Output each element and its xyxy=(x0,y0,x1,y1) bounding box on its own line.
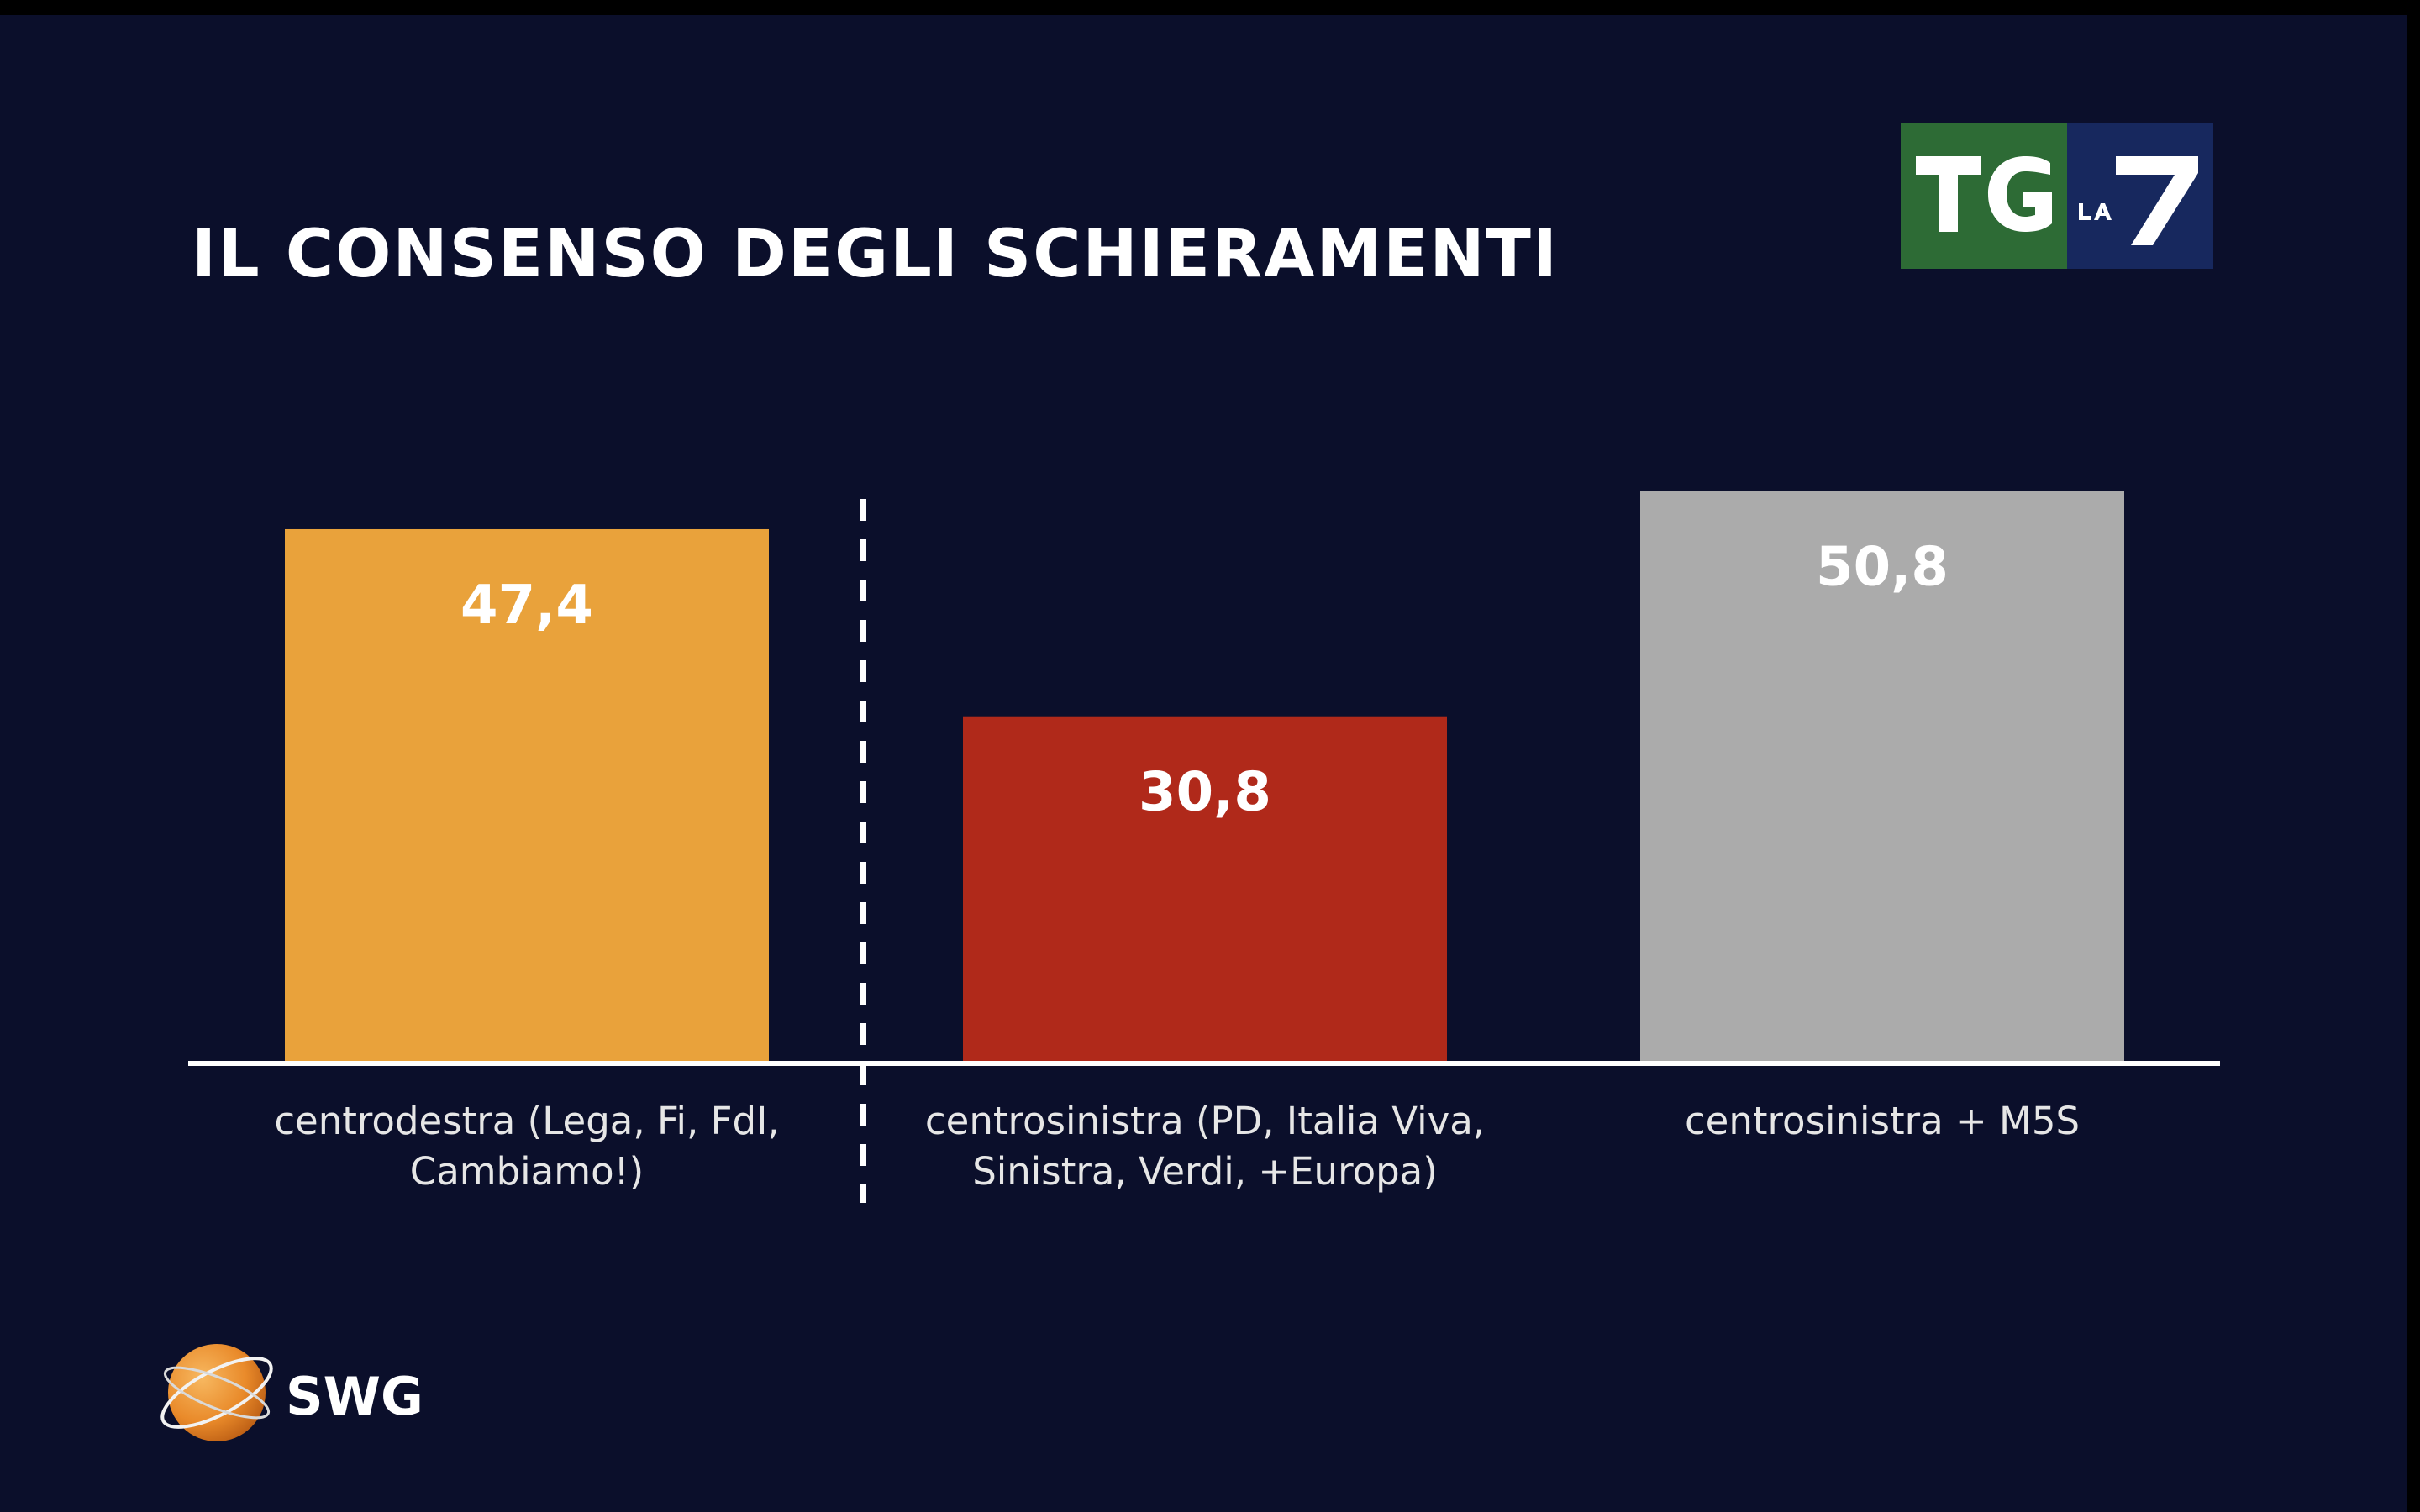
category-labels-layer: centrodestra (Lega, Fi, FdI, Cambiamo!) ce… xyxy=(274,1099,2080,1194)
bars-layer xyxy=(285,491,2124,1063)
chart-title: IL CONSENSO DEGLI SCHIERAMENTI xyxy=(192,217,1559,292)
bar-value-label-1: 47,4 xyxy=(460,575,593,637)
bar-1 xyxy=(285,528,769,1063)
value-labels-layer: 47,4 30,8 50,8 xyxy=(460,536,1949,823)
category-label-1-line-2: Cambiamo!) xyxy=(410,1149,644,1194)
bar-2 xyxy=(963,716,1447,1063)
category-label-2-line-2: Sinistra, Verdi, +Europa) xyxy=(972,1149,1438,1194)
swg-logo: SWG xyxy=(160,1332,437,1450)
category-label-3-line-1: centrosinistra + M5S xyxy=(1685,1099,2080,1143)
bar-value-label-3: 50,8 xyxy=(1816,536,1949,598)
category-label-2-line-1: centrosinistra (PD, Italia Viva, xyxy=(925,1099,1485,1143)
bar-value-label-2: 30,8 xyxy=(1139,762,1271,824)
swg-logo-text: SWG xyxy=(286,1366,424,1427)
category-label-1-line-1: centrodestra (Lega, Fi, FdI, xyxy=(274,1099,779,1143)
tg-la7-logo xyxy=(1901,123,2213,269)
swg-globe-icon: SWG xyxy=(160,1344,424,1441)
bar-3 xyxy=(1640,491,2124,1063)
